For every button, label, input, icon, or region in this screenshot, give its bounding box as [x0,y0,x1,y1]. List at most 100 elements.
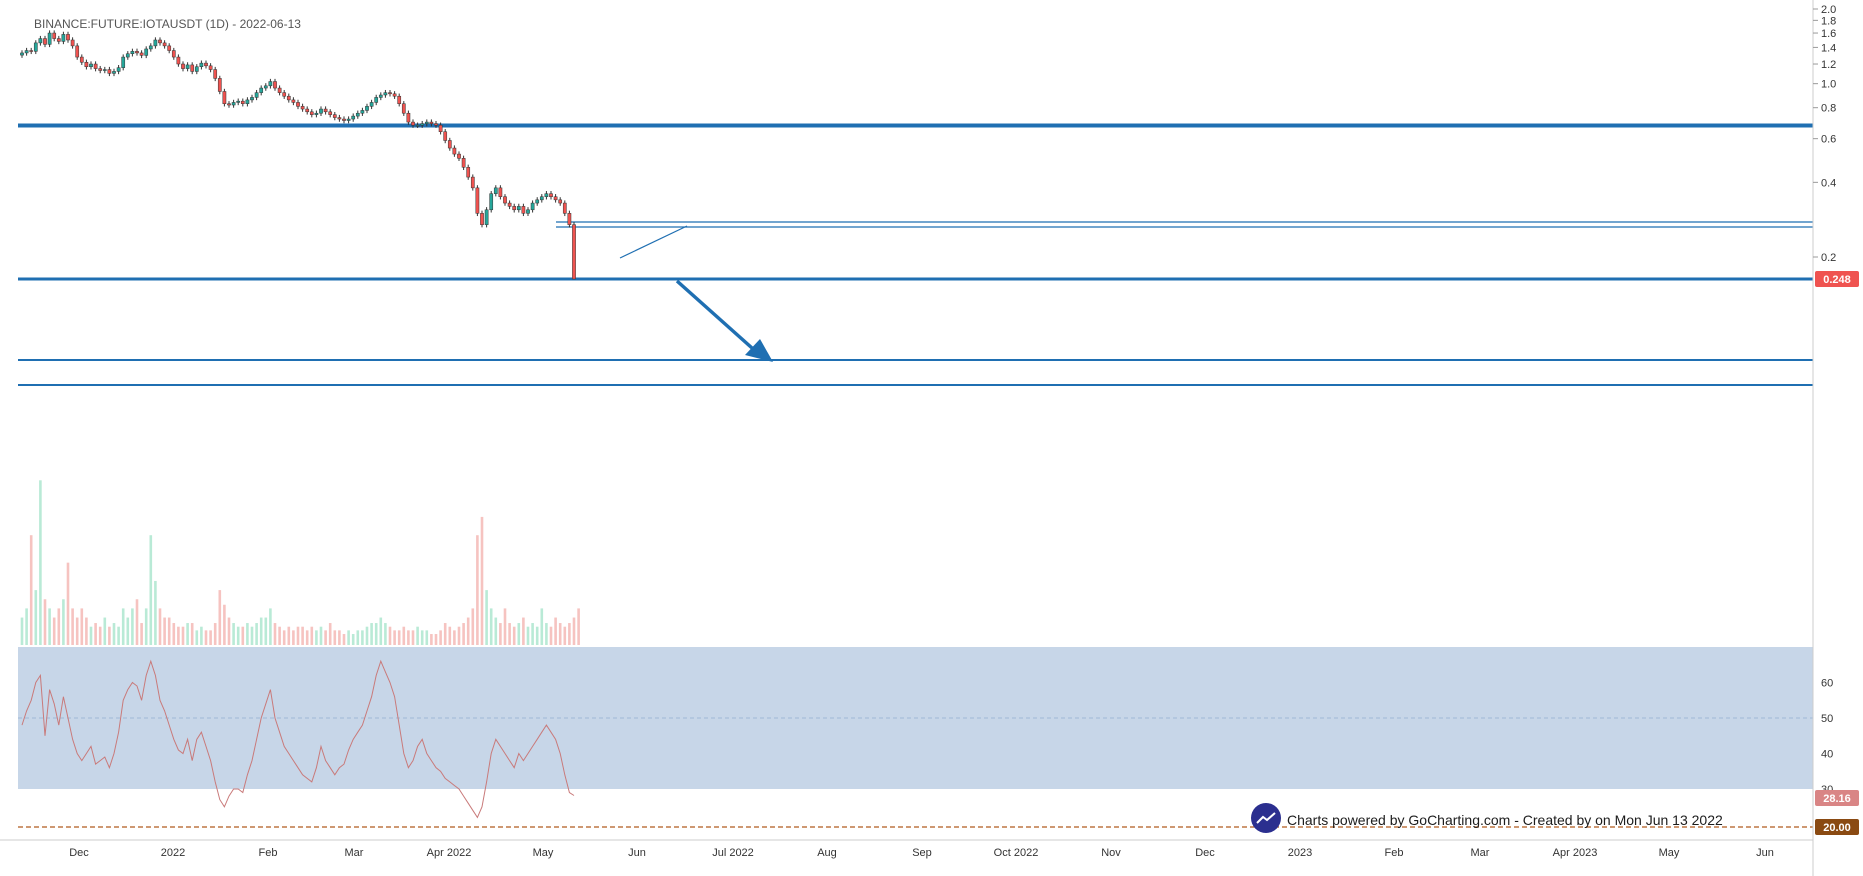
volume-bar [315,630,318,645]
candlestick-series [20,30,576,280]
volume-bar [250,626,254,645]
candle-body [112,71,116,74]
candle-body [424,121,429,124]
candle-body [507,202,512,207]
candle-body [355,112,360,117]
rsi-value-badge-bg [1815,790,1859,806]
volume-bar [443,623,447,645]
candle-body [328,111,333,115]
candle-body [20,52,24,56]
candle-body [553,196,558,201]
candle-body [452,147,457,155]
price-axis[interactable]: 2.01.81.6 1.4 1.2 1.0 0.8 0.6 0.4 0.2 [1813,4,1836,264]
symbol-title: BINANCE:FUTURE:IOTAUSDT (1D) - 2022-06-1… [34,17,301,31]
volume-bar [66,562,70,645]
candle-body [562,202,567,214]
volume-bar [25,608,28,645]
volume-bar [121,608,125,645]
candle-body [70,39,75,47]
time-tick-label: Apr 2023 [1553,847,1598,859]
candle-body [503,196,507,204]
volume-bar [434,634,438,645]
volume-bar [62,599,65,645]
volume-bar [287,626,291,645]
rsi-axis[interactable]: 60504030 [1821,678,1833,797]
volume-bar [462,623,465,645]
candle-body [240,100,245,104]
price-tick-label: 1.4 [1821,42,1836,54]
rsi-threshold-badge: 20.00 [1823,822,1851,834]
time-tick-label: 2023 [1288,847,1312,859]
candle-body [130,51,135,55]
candle-body [447,140,452,149]
time-tick-label: Jun [628,847,646,859]
volume-bar [476,535,479,645]
projection-arrow-shaft[interactable] [675,279,754,350]
rsi-pane [18,647,1813,828]
horizontal-levels[interactable] [18,123,1813,386]
candle-body [89,63,93,67]
volume-bar [94,623,97,645]
candle-body [162,42,167,47]
candle-body [461,158,466,168]
candle-body [493,187,498,194]
volume-bar [535,626,539,645]
volume-bar [144,608,148,645]
volume-bar [181,626,185,645]
volume-bar [269,608,272,645]
time-tick-label: Feb [1385,847,1404,859]
volume-bar [374,623,378,645]
wedge-trendline[interactable] [619,225,688,259]
candle-body [185,64,190,69]
candle-body [337,117,342,120]
volume-bar [393,630,396,645]
volume-bar [98,626,102,645]
candle-body [319,108,323,114]
drawing-annotations[interactable] [619,225,773,362]
volume-bar [29,535,33,645]
volume-bar [577,608,580,645]
candle-body [61,34,66,42]
volume-bar [512,626,516,645]
candle-body [369,102,374,107]
candle-body [498,187,503,197]
time-axis[interactable]: Dec 2022 Feb Mar Apr 2022 May Jun Jul 2022 Aug Se… [69,847,1774,859]
projection-arrow-head[interactable] [745,339,773,362]
candle-body [66,34,70,41]
candle-body [521,206,526,214]
candle-body [282,92,287,97]
candle-body [254,92,259,98]
candle-body [365,106,369,111]
volume-bar [540,608,544,645]
time-tick-label: Dec [1195,847,1215,859]
volume-bar [292,630,295,645]
volume-bar [52,617,56,645]
candle-body [305,108,310,113]
volume-bar [379,617,383,645]
volume-bar [190,623,194,645]
volume-bar [572,617,576,645]
candle-body [93,63,98,69]
candle-body [158,39,162,44]
volume-bar [503,608,507,645]
candle-body [43,38,47,45]
gocharting-logo-icon[interactable] [1251,803,1281,833]
volume-bar [554,617,557,645]
candle-body [171,50,176,58]
price-tick-label: 1.6 [1821,28,1836,40]
credit-text[interactable]: Charts powered by GoCharting.com - Creat… [1287,812,1723,828]
volume-bar [273,623,277,645]
candle-body [208,65,213,70]
volume-bar [531,623,534,645]
volume-bar [213,623,217,645]
candle-body [342,118,346,121]
volume-bar [117,626,120,645]
candle-body [388,92,392,95]
volume-bar [85,617,88,645]
volume-bar [365,626,369,645]
candle-body [434,123,438,126]
volume-bar [347,630,350,645]
candle-body [406,112,411,123]
volume-bar [508,623,511,645]
